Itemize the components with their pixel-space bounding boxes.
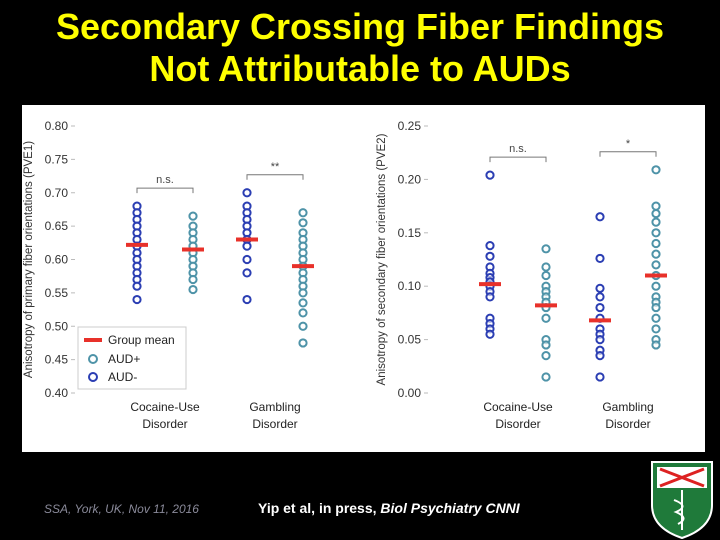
y-tick-label: 0.40	[45, 386, 69, 400]
data-point	[242, 241, 252, 251]
title-line: Not Attributable to AUDs	[149, 48, 571, 89]
y-axis-label: Anisotropy of secondary fiber orientatio…	[376, 133, 388, 385]
slide-title: Secondary Crossing Fiber Findings Not At…	[0, 6, 720, 90]
y-tick-label: 0.45	[45, 353, 69, 367]
data-point	[132, 294, 142, 305]
data-point	[485, 292, 495, 302]
significance-label: n.s.	[509, 143, 527, 155]
data-point	[595, 335, 605, 345]
significance-label: n.s.	[156, 174, 174, 186]
y-tick-label: 0.10	[398, 279, 422, 293]
citation-journal: Biol Psychiatry CNNI	[380, 500, 520, 516]
data-point	[595, 292, 605, 302]
citation-text: Yip et al, in press,	[258, 500, 381, 516]
data-point	[651, 302, 661, 313]
data-point	[298, 338, 308, 348]
significance-bracket	[136, 187, 194, 194]
y-axis-label: Anisotropy of primary fiber orientations…	[23, 141, 35, 378]
y-tick-label: 0.50	[45, 319, 69, 333]
data-point	[541, 262, 551, 272]
data-point	[298, 308, 308, 318]
data-point	[651, 208, 661, 219]
data-point	[651, 260, 661, 270]
x-tick-label: Cocaine-Use Disorder	[130, 400, 200, 431]
data-point	[242, 294, 252, 305]
data-point	[651, 228, 661, 238]
logo	[651, 461, 713, 540]
data-point	[595, 351, 605, 361]
data-point	[651, 201, 661, 211]
footer-note: SSA, York, UK, Nov 11, 2016	[44, 502, 199, 516]
significance-label: *	[626, 138, 631, 150]
data-point	[595, 302, 605, 313]
y-tick-label: 0.65	[45, 219, 69, 233]
significance-bracket	[246, 174, 304, 180]
data-point	[541, 244, 551, 254]
x-tick-label: Cocaine-Use Disorder	[483, 400, 553, 431]
data-point	[651, 313, 661, 323]
data-point	[595, 283, 605, 293]
y-tick-label: 0.00	[398, 386, 422, 400]
significance-bracket	[489, 156, 547, 163]
x-tick-label: Gambling Disorder	[249, 400, 301, 431]
data-point	[541, 351, 551, 361]
data-point	[242, 268, 252, 278]
y-tick-label: 0.05	[398, 333, 422, 347]
data-point	[541, 340, 551, 350]
data-point	[298, 208, 308, 218]
y-tick-label: 0.60	[45, 253, 69, 267]
citation: Yip et al, in press, Biol Psychiatry CNN…	[258, 500, 520, 516]
y-tick-label: 0.15	[398, 226, 422, 240]
significance-bracket	[599, 151, 657, 157]
data-point	[188, 274, 198, 285]
data-point	[298, 321, 308, 331]
y-tick-label: 0.70	[45, 186, 69, 200]
data-point	[651, 324, 661, 334]
data-point	[485, 241, 495, 251]
y-tick-label: 0.80	[45, 119, 69, 133]
y-tick-label: 0.25	[398, 119, 422, 133]
significance-label: **	[271, 161, 280, 173]
legend-label: Group mean	[108, 333, 175, 347]
data-point	[188, 284, 198, 295]
data-point	[242, 188, 252, 198]
data-point	[595, 253, 605, 264]
data-point	[595, 372, 605, 382]
data-point	[132, 281, 142, 291]
data-point	[651, 165, 661, 175]
data-point	[651, 340, 661, 350]
data-point	[595, 212, 605, 222]
data-point	[485, 170, 495, 180]
data-point	[242, 254, 252, 265]
y-tick-label: 0.20	[398, 172, 422, 186]
data-point	[298, 218, 308, 228]
x-tick-label: Gambling Disorder	[602, 400, 654, 431]
legend-swatch	[88, 354, 98, 364]
data-point	[188, 211, 198, 221]
data-point	[651, 238, 661, 249]
data-point	[651, 249, 661, 259]
data-point	[651, 281, 661, 291]
y-tick-label: 0.75	[45, 152, 69, 166]
data-point	[485, 329, 495, 339]
title-line: Secondary Crossing Fiber Findings	[55, 6, 665, 47]
legend-label: AUD-	[108, 370, 137, 384]
data-point	[541, 313, 551, 323]
y-tick-label: 0.55	[45, 286, 69, 300]
data-point	[541, 270, 551, 281]
data-point	[485, 251, 495, 261]
legend-swatch	[88, 372, 98, 382]
data-point	[298, 288, 308, 298]
data-point	[651, 217, 661, 227]
data-point	[298, 298, 308, 308]
data-point	[541, 372, 551, 382]
legend-label: AUD+	[108, 352, 140, 366]
